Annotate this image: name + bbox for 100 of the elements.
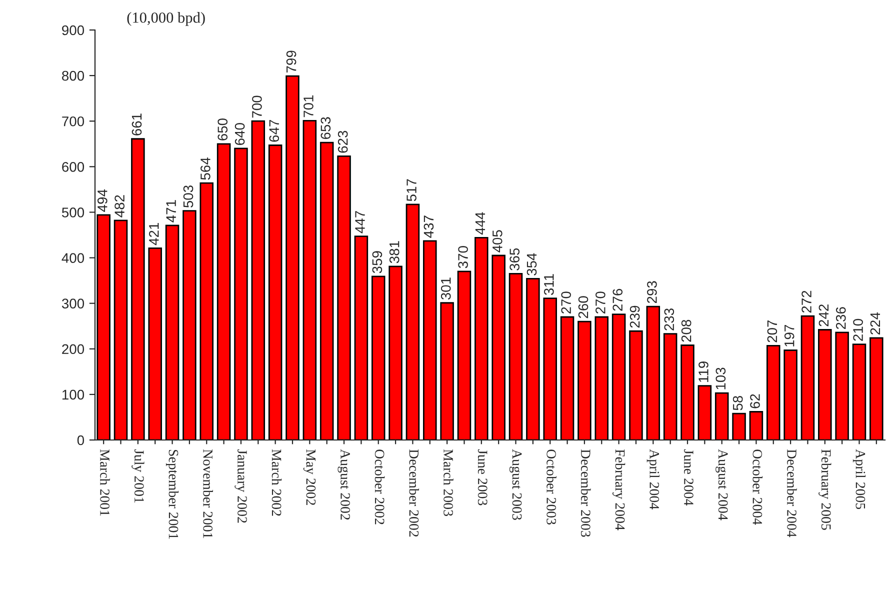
bar [818,329,832,440]
data-label: 503 [183,186,194,208]
x-tick-label: October 2004 [752,450,762,525]
data-label: 207 [767,320,778,342]
y-tick-label: 500 [62,208,84,218]
data-label: 208 [681,320,692,342]
x-tick-label: August 2004 [716,449,728,520]
bar [131,138,145,440]
bar [629,330,643,440]
data-label: 647 [269,120,280,142]
bar [165,224,180,440]
bar [578,320,592,440]
data-label: 260 [578,296,588,318]
bar [114,220,128,440]
bar [852,344,866,440]
x-tick-label: March 2003 [444,449,454,516]
x-tick-label: November 2001 [203,449,213,538]
x-tick-label: March 2001 [100,449,110,516]
bar [870,337,884,440]
data-label: 700 [252,96,262,118]
bar [182,210,196,440]
data-label: 444 [475,212,486,235]
bar [148,248,162,440]
data-label: 239 [630,306,640,328]
bar [268,144,282,440]
bar [216,143,231,440]
x-tick-label: December 2002 [409,449,420,537]
data-label: 447 [355,211,365,234]
bar [423,240,437,440]
bar [371,276,386,440]
x-tick-label: July 2001 [132,449,144,503]
data-label: 494 [97,189,108,212]
data-label: 103 [716,368,726,390]
y-tick-label: 600 [62,162,84,172]
x-tick-label: December 2004 [787,449,797,538]
bar [835,332,849,440]
bar [492,254,506,440]
bar [508,273,523,440]
y-tick-label: 900 [62,25,84,36]
bar [543,298,557,440]
data-label: 119 [698,362,708,382]
data-label: 640 [234,123,245,145]
y-tick-label: 800 [62,70,84,81]
data-label: 370 [458,246,468,268]
data-label: 236 [836,307,846,330]
y-tick-label: 400 [62,253,84,263]
x-tick-label: February 2004 [612,449,626,530]
data-label: 517 [406,179,416,202]
data-label: 224 [870,312,880,334]
data-label: 62 [750,394,760,408]
x-tick-label: April 2005 [852,449,866,510]
data-label: 405 [492,230,502,252]
x-tick-label: September 2001 [166,450,179,539]
bar [612,314,626,440]
data-label: 354 [526,253,537,276]
data-label: 242 [818,304,828,326]
bar [784,350,798,440]
bar [354,236,368,440]
x-tick-label: June 2004 [684,449,694,506]
x-tick-label: March 2002 [272,449,282,516]
data-label: 276 [612,288,623,311]
bar [698,385,712,440]
y-tick-label: 300 [62,298,84,309]
bar [766,345,780,440]
bar [732,412,746,440]
data-label: 293 [647,281,657,304]
bar [663,333,678,440]
y-tick-label: 200 [62,344,84,354]
data-label: 58 [732,396,743,410]
bar [560,316,574,440]
bar [96,214,110,440]
bar [680,344,694,440]
bar [302,120,317,440]
x-tick-label: February 2005 [818,449,832,530]
bar [714,392,729,440]
y-tick-label: 0 [77,435,84,446]
data-label: 210 [853,318,863,341]
bar [286,75,300,440]
x-tick-label: August 2003 [509,449,522,520]
bar [200,182,214,440]
bar [457,270,472,440]
y-tick-label: 700 [62,116,84,126]
y-axis-title: (10,000 bpd) [127,12,205,26]
bar [320,142,334,440]
data-label: 471 [166,200,176,222]
data-label: 381 [389,241,400,264]
data-label: 233 [664,308,674,330]
bar [406,204,420,440]
bar [646,306,660,440]
x-tick-label: August 2002 [338,449,350,520]
x-tick-label: December 2003 [580,449,591,537]
data-label: 270 [561,292,572,314]
data-label: 701 [304,95,314,118]
data-label: 650 [218,118,228,140]
bar [474,237,488,440]
y-tick-label: 100 [62,390,84,400]
bar [234,148,248,440]
bar [440,302,454,440]
data-label: 653 [320,117,331,140]
data-label: 421 [149,222,159,246]
